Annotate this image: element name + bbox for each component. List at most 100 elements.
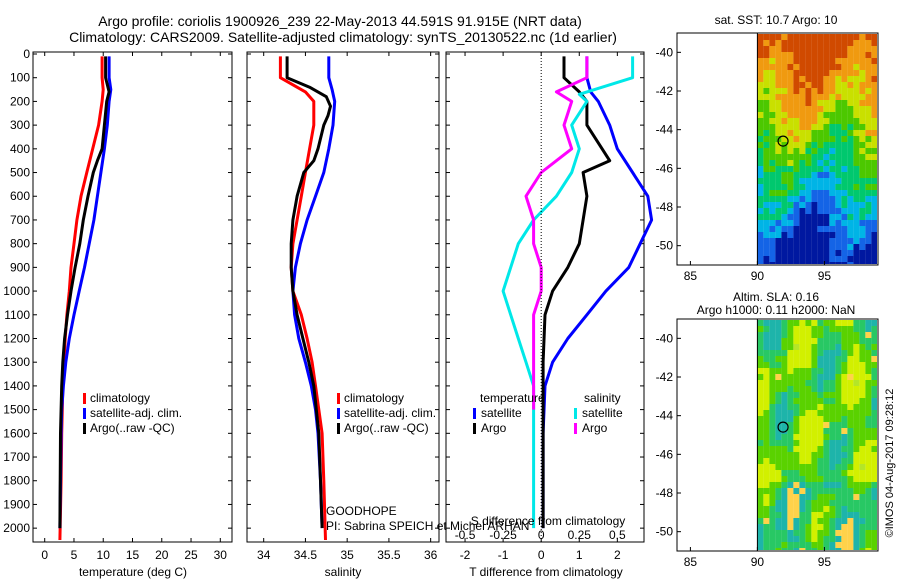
project-label: GOODHOPE <box>326 504 397 518</box>
map-cell <box>763 398 770 404</box>
map-cell <box>823 458 830 464</box>
map-cell <box>859 326 866 332</box>
map-cell <box>799 82 806 88</box>
map-cell <box>871 320 877 326</box>
map-cell <box>847 112 854 118</box>
map-cell <box>841 494 848 500</box>
map-cell <box>787 106 794 112</box>
map-cell <box>799 106 806 112</box>
map-cell <box>781 458 788 464</box>
x2-tick-label: -0.25 <box>489 528 517 542</box>
map-cell <box>841 410 848 416</box>
map-cell <box>823 518 830 524</box>
map-cell <box>769 124 776 130</box>
map-cell <box>859 446 866 452</box>
x-tick-label: 5 <box>71 548 78 562</box>
map-cell <box>835 106 842 112</box>
map-cell <box>769 494 776 500</box>
map-cell <box>757 124 764 130</box>
map-cell <box>847 172 854 178</box>
map-cell <box>769 470 776 476</box>
map-cell <box>805 184 812 190</box>
map-cell <box>787 320 794 326</box>
map-cell <box>835 160 842 166</box>
map-cell <box>799 458 806 464</box>
map-cell <box>805 130 812 136</box>
map-cell <box>787 118 794 124</box>
map-cell <box>829 464 836 470</box>
x2-tick-label: 0.5 <box>609 528 626 542</box>
map-cell <box>871 326 877 332</box>
map-cell <box>781 482 788 488</box>
map-cell <box>841 46 848 52</box>
map-cell <box>823 464 830 470</box>
map-cell <box>775 160 782 166</box>
map-cell <box>841 250 848 256</box>
map-cell <box>781 380 788 386</box>
map-cell <box>793 392 800 398</box>
map-cell <box>805 46 812 52</box>
map-cell <box>817 452 824 458</box>
map-cell <box>787 530 794 536</box>
map-cell <box>823 536 830 542</box>
map-cell <box>757 190 764 196</box>
map-cell <box>853 220 860 226</box>
map-cell <box>871 428 877 434</box>
map-cell <box>769 344 776 350</box>
temperature-xlabel: temperature (deg C) <box>79 565 187 579</box>
map-cell <box>793 434 800 440</box>
map-cell <box>859 148 866 154</box>
x-tick-label: 1 <box>576 548 583 562</box>
map-cell <box>775 238 782 244</box>
map-cell <box>871 124 877 130</box>
map-cell <box>871 202 877 208</box>
map-cell <box>763 506 770 512</box>
map-cell <box>823 416 830 422</box>
map-cell <box>817 220 824 226</box>
map-cell <box>865 208 872 214</box>
x-tick-label: 35 <box>340 548 354 562</box>
y-tick-label: 1200 <box>3 331 30 345</box>
map-cell <box>811 374 818 380</box>
map-cell <box>787 238 794 244</box>
map-cell <box>847 160 854 166</box>
map-cell <box>847 404 854 410</box>
map-cell <box>829 422 836 428</box>
map-cell <box>871 250 877 256</box>
map-cell <box>799 256 806 262</box>
map-cell <box>793 536 800 542</box>
map-cell <box>853 232 860 238</box>
map-cell <box>871 380 877 386</box>
map-cell <box>781 392 788 398</box>
map-cell <box>817 76 824 82</box>
map-cell <box>805 464 812 470</box>
series-line-salinity-satellite <box>501 56 635 529</box>
map-cell <box>817 64 824 70</box>
map-cell <box>853 70 860 76</box>
map-cell <box>865 356 872 362</box>
map-cell <box>859 70 866 76</box>
map-cell <box>769 172 776 178</box>
map-cell <box>871 160 877 166</box>
map-cell <box>787 446 794 452</box>
map-cell <box>829 338 836 344</box>
map-cell <box>859 208 866 214</box>
map-cell <box>835 362 842 368</box>
map-cell <box>793 178 800 184</box>
map-cell <box>757 518 764 524</box>
map-cell <box>781 422 788 428</box>
map-cell <box>757 58 764 64</box>
map-cell <box>787 232 794 238</box>
map-cell <box>793 422 800 428</box>
map-cell <box>787 428 794 434</box>
map-cell <box>829 130 836 136</box>
map-cell <box>787 524 794 530</box>
map-cell <box>841 350 848 356</box>
map-cell <box>835 70 842 76</box>
map-cell <box>757 446 764 452</box>
map-cell <box>847 202 854 208</box>
map-cell <box>859 124 866 130</box>
map-cell <box>811 166 818 172</box>
map-cell <box>829 34 836 40</box>
map-cell <box>775 250 782 256</box>
